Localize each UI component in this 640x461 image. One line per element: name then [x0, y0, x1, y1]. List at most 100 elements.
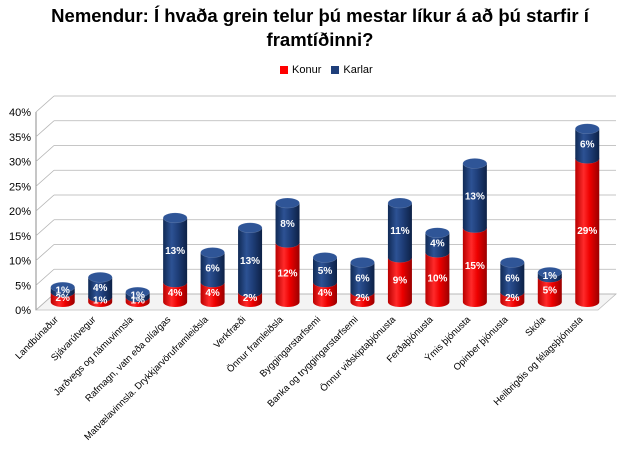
legend-item-konur: Konur	[280, 64, 321, 76]
data-label-karlar: 1%	[543, 271, 558, 282]
bar-karlar-top	[387, 197, 413, 209]
gridline-diag	[35, 244, 55, 261]
bar-karlar	[237, 222, 263, 298]
bar-karlar-top	[312, 252, 338, 263]
data-label-konur: 9%	[393, 276, 408, 287]
bar-karlar-body	[462, 163, 487, 233]
bar-karlar-top	[237, 222, 263, 233]
bar-karlar-top	[162, 212, 188, 224]
bar-karlar	[537, 267, 563, 283]
gridline-diag	[35, 219, 55, 237]
bar-karlar-body	[275, 203, 300, 248]
data-label-konur: 4%	[168, 288, 183, 299]
bar-karlar-body	[163, 217, 188, 288]
data-label-konur: 4%	[318, 288, 333, 299]
bar-konur-body	[537, 277, 562, 307]
bar-karlar-body	[350, 262, 375, 298]
legend-item-karlar: Karlar	[331, 64, 373, 76]
bar-konur-body	[163, 282, 188, 307]
bar-karlar-top	[575, 123, 600, 134]
bar-konur-body	[200, 282, 225, 307]
data-label-konur: 12%	[278, 268, 298, 279]
y-tick-label: 20%	[9, 206, 31, 218]
data-label-konur: 2%	[243, 293, 258, 304]
gridline-diag	[35, 194, 55, 212]
bar-karlar	[575, 123, 600, 164]
bar-karlar	[387, 197, 413, 263]
bar-karlar-top	[500, 257, 525, 268]
bar-konur-body	[575, 158, 600, 307]
data-label-konur: 2%	[505, 293, 520, 304]
bar-konur-body	[387, 257, 412, 307]
bar-karlar-top	[537, 267, 563, 278]
y-tick-label: 5%	[15, 280, 31, 292]
x-tick-label: Verkfræði	[212, 314, 249, 351]
bar-karlar-body	[313, 257, 337, 288]
chart-title-line-2: framtíðinni?	[266, 29, 374, 50]
data-label-konur: 4%	[205, 288, 220, 299]
bar-konur-body	[313, 282, 337, 307]
data-label-karlar: 6%	[580, 140, 595, 151]
bar-karlar	[87, 272, 113, 303]
bar-karlar-top	[275, 197, 300, 209]
x-tick-label: Skóla	[523, 314, 548, 339]
y-tick-label: 10%	[9, 256, 31, 268]
data-label-karlar: 6%	[205, 263, 220, 274]
bar-karlar-top	[125, 286, 150, 298]
bar-konur-body	[462, 227, 487, 307]
bar-konur-body	[275, 242, 300, 307]
bar-karlar-body	[425, 232, 450, 258]
chart-title-line-1: Nemendur: Í hvaða grein telur þú mestar …	[51, 5, 589, 26]
bar-karlar-top	[50, 281, 75, 293]
legend: Konur Karlar	[280, 64, 383, 76]
data-label-konur: 1%	[130, 296, 145, 307]
data-label-karlar: 4%	[430, 239, 445, 250]
bar-karlar-body	[88, 277, 113, 303]
data-label-karlar: 5%	[318, 266, 333, 277]
data-label-karlar: 13%	[240, 256, 260, 267]
data-label-karlar: 11%	[390, 226, 410, 237]
data-label-konur: 29%	[577, 226, 597, 237]
bar-karlar	[425, 227, 450, 258]
data-label-konur: 5%	[543, 286, 558, 297]
data-label-karlar: 1%	[56, 286, 71, 297]
bar-karlar	[462, 158, 488, 233]
bar-karlar-top	[87, 272, 113, 283]
data-label-karlar: 13%	[465, 192, 485, 203]
bar-karlar	[200, 247, 225, 288]
data-label-karlar: 8%	[280, 219, 295, 230]
y-tick-label: 25%	[9, 181, 31, 193]
y-tick-label: 35%	[9, 132, 31, 144]
bar-konur-body	[425, 252, 450, 307]
bar-karlar	[125, 286, 150, 303]
gridline-diag	[35, 169, 55, 187]
bar-karlar-top	[350, 257, 375, 268]
bar-karlar	[312, 252, 338, 288]
bar-karlar-body	[387, 203, 412, 263]
y-tick-label: 15%	[9, 231, 31, 243]
bar-karlar-body	[500, 262, 525, 298]
chart-title: Nemendur: Í hvaða grein telur þú mestar …	[0, 4, 640, 52]
legend-label-karlar: Karlar	[343, 64, 373, 76]
gridline-diag	[35, 120, 55, 138]
legend-label-konur: Konur	[292, 64, 322, 76]
bar-karlar	[162, 212, 188, 288]
data-label-konur: 10%	[427, 273, 447, 284]
data-label-konur: 15%	[465, 261, 485, 272]
data-label-konur: 2%	[355, 293, 370, 304]
bar-karlar-body	[238, 227, 263, 298]
bar-karlar-body	[200, 252, 225, 288]
data-label-konur: 1%	[93, 296, 108, 307]
bar-karlar	[50, 281, 75, 298]
bar-karlar-body	[575, 128, 600, 164]
data-label-karlar: 6%	[505, 273, 520, 284]
legend-swatch-konur	[280, 66, 288, 74]
bar-karlar	[500, 257, 525, 298]
data-label-karlar: 1%	[130, 291, 145, 302]
gridline-diag	[35, 268, 55, 286]
y-tick-label: 40%	[9, 107, 31, 119]
gridline-diag	[35, 95, 55, 113]
legend-swatch-karlar	[331, 66, 340, 74]
bar-karlar-top	[425, 227, 450, 238]
